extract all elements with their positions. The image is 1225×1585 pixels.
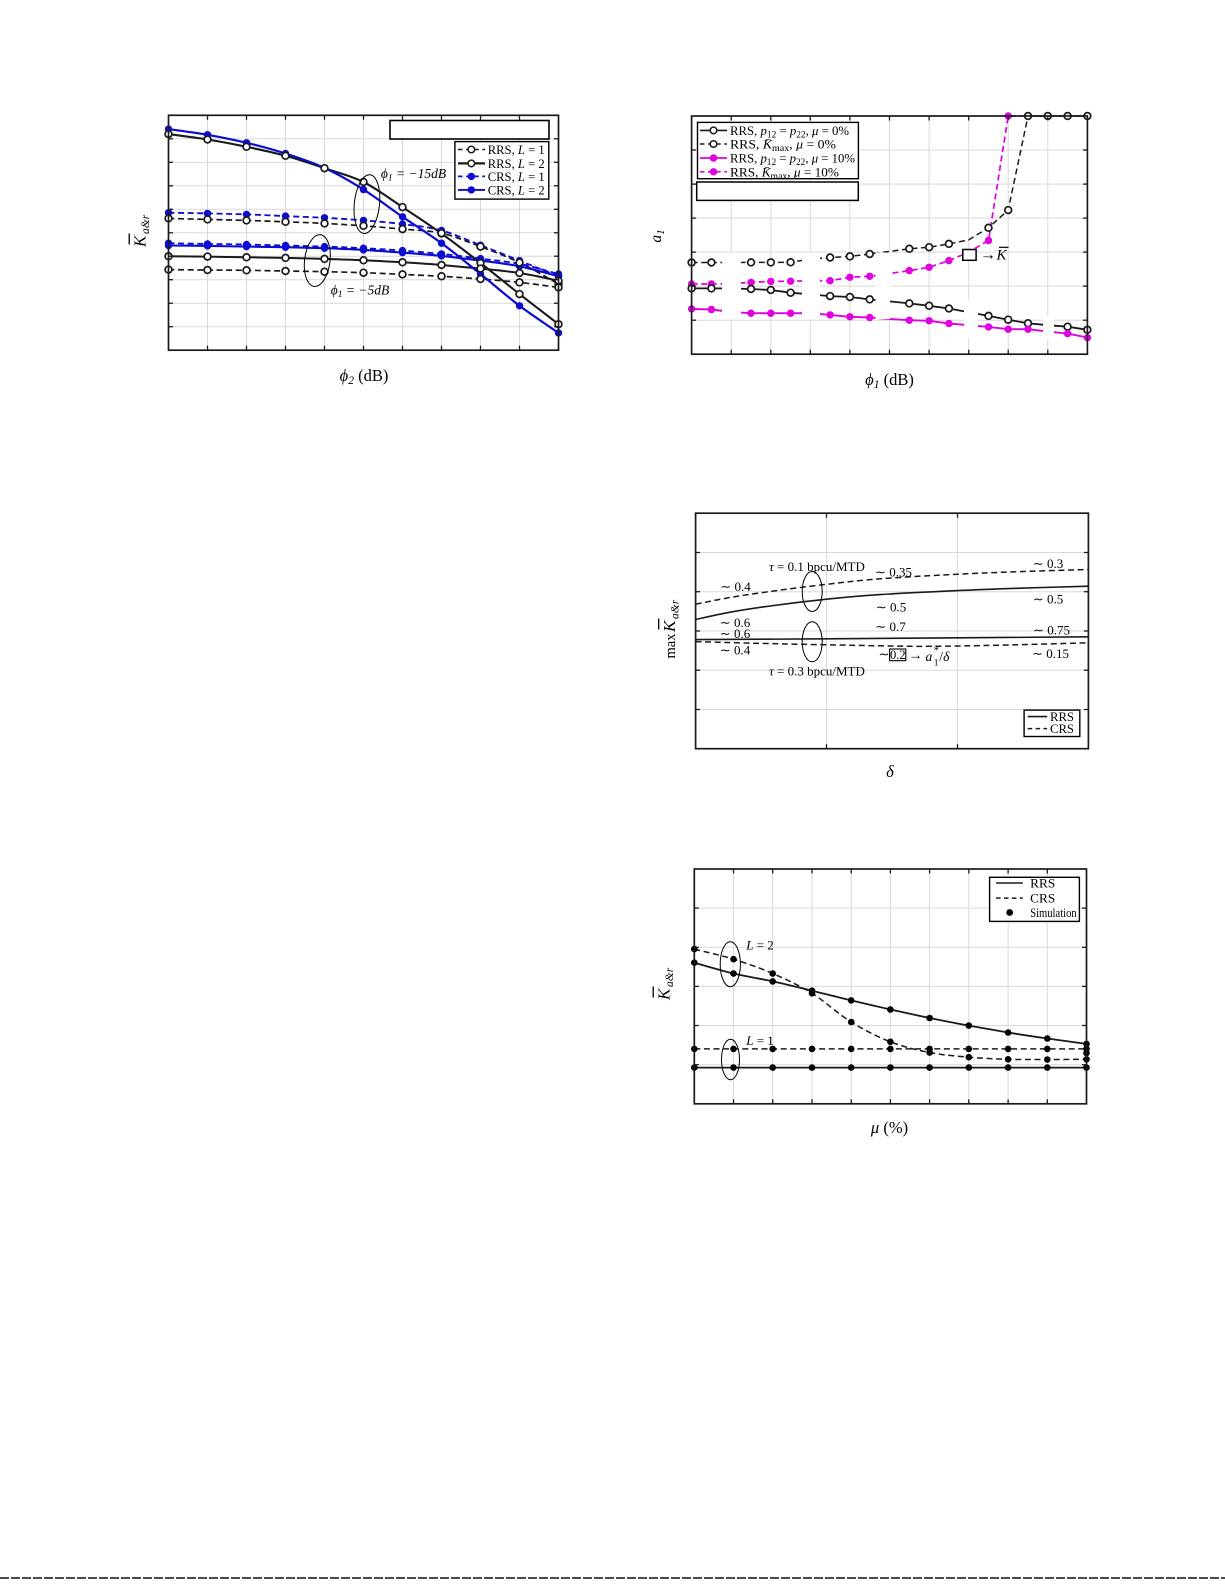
svg-text:∼ 0.6: ∼ 0.6 — [720, 615, 751, 630]
svg-text:ϕ1 = −15dB: ϕ1 = −15dB — [381, 166, 446, 184]
svg-text:τ = 0.3 bpcu/MTD: τ = 0.3 bpcu/MTD — [769, 664, 865, 679]
svg-text:1: 1 — [934, 659, 939, 669]
svg-text:a&r: a&r — [140, 214, 152, 234]
svg-text:RRS: RRS — [1050, 710, 1074, 724]
svg-text:∼ 0.35: ∼ 0.35 — [875, 565, 912, 580]
svg-text:a: a — [926, 649, 933, 664]
svg-text:a1: a1 — [648, 229, 667, 242]
svg-text:∼ 0.5: ∼ 0.5 — [876, 600, 906, 615]
svg-text:a&r: a&r — [670, 599, 682, 619]
svg-text:→: → — [909, 649, 923, 664]
svg-text:→: → — [980, 247, 996, 264]
svg-text:K: K — [131, 234, 150, 248]
svg-text:RRS, p12 = p22, μ = 10%: RRS, p12 = p22, μ = 10% — [730, 151, 855, 169]
svg-text:∼ 0.3: ∼ 0.3 — [1033, 556, 1063, 571]
svg-text:CRS: CRS — [1030, 892, 1055, 906]
svg-text:CRS, L = 2: CRS, L = 2 — [488, 182, 545, 197]
svg-text:*: * — [934, 645, 940, 657]
svg-text:∼: ∼ — [879, 647, 890, 662]
svg-text:∼ 0.4: ∼ 0.4 — [720, 643, 751, 658]
svg-text:K: K — [996, 248, 1008, 264]
svg-text:0.2: 0.2 — [890, 648, 906, 662]
svg-text:Simulation: Simulation — [1030, 906, 1077, 920]
svg-text:ϕ1 = −5dB: ϕ1 = −5dB — [331, 283, 389, 301]
svg-text:∼ 0.4: ∼ 0.4 — [720, 579, 751, 594]
svg-text:RRS, p12 = p22, μ = 0%: RRS, p12 = p22, μ = 0% — [730, 123, 849, 141]
svg-text:RRS, K̄max, μ = 10%: RRS, K̄max, μ = 10% — [730, 164, 839, 182]
svg-text:τ = 0.1 bpcu/MTD: τ = 0.1 bpcu/MTD — [769, 559, 865, 574]
svg-text:RRS, L = 2: RRS, L = 2 — [488, 156, 545, 171]
svg-text:ϕ2 (dB): ϕ2 (dB) — [340, 366, 389, 387]
svg-text:/δ: /δ — [939, 649, 950, 664]
svg-text:K: K — [655, 987, 674, 1001]
svg-text:max: max — [663, 633, 679, 659]
svg-text:μ (%): μ (%) — [870, 1118, 908, 1137]
svg-text:ϕ1 (dB): ϕ1 (dB) — [865, 370, 914, 391]
svg-text:RRS: RRS — [1030, 876, 1055, 890]
svg-text:δ: δ — [886, 762, 894, 781]
svg-text:∼ 0.5: ∼ 0.5 — [1033, 592, 1063, 607]
svg-text:a&r: a&r — [664, 967, 676, 987]
svg-text:∼ 0.6: ∼ 0.6 — [720, 626, 751, 641]
svg-text:L = 2: L = 2 — [745, 938, 774, 953]
svg-text:∼ 0.7: ∼ 0.7 — [875, 619, 906, 634]
svg-text:K: K — [660, 619, 679, 633]
svg-text:∼ 0.15: ∼ 0.15 — [1032, 646, 1069, 661]
svg-text:∼ 0.75: ∼ 0.75 — [1033, 623, 1070, 638]
svg-text:CRS, L = 1: CRS, L = 1 — [488, 169, 545, 184]
svg-text:RRS, K̄max, μ = 0%: RRS, K̄max, μ = 0% — [730, 137, 836, 155]
svg-text:RRS, L = 1: RRS, L = 1 — [488, 142, 545, 157]
svg-text:CRS: CRS — [1050, 722, 1074, 736]
svg-text:L = 1: L = 1 — [745, 1033, 774, 1048]
